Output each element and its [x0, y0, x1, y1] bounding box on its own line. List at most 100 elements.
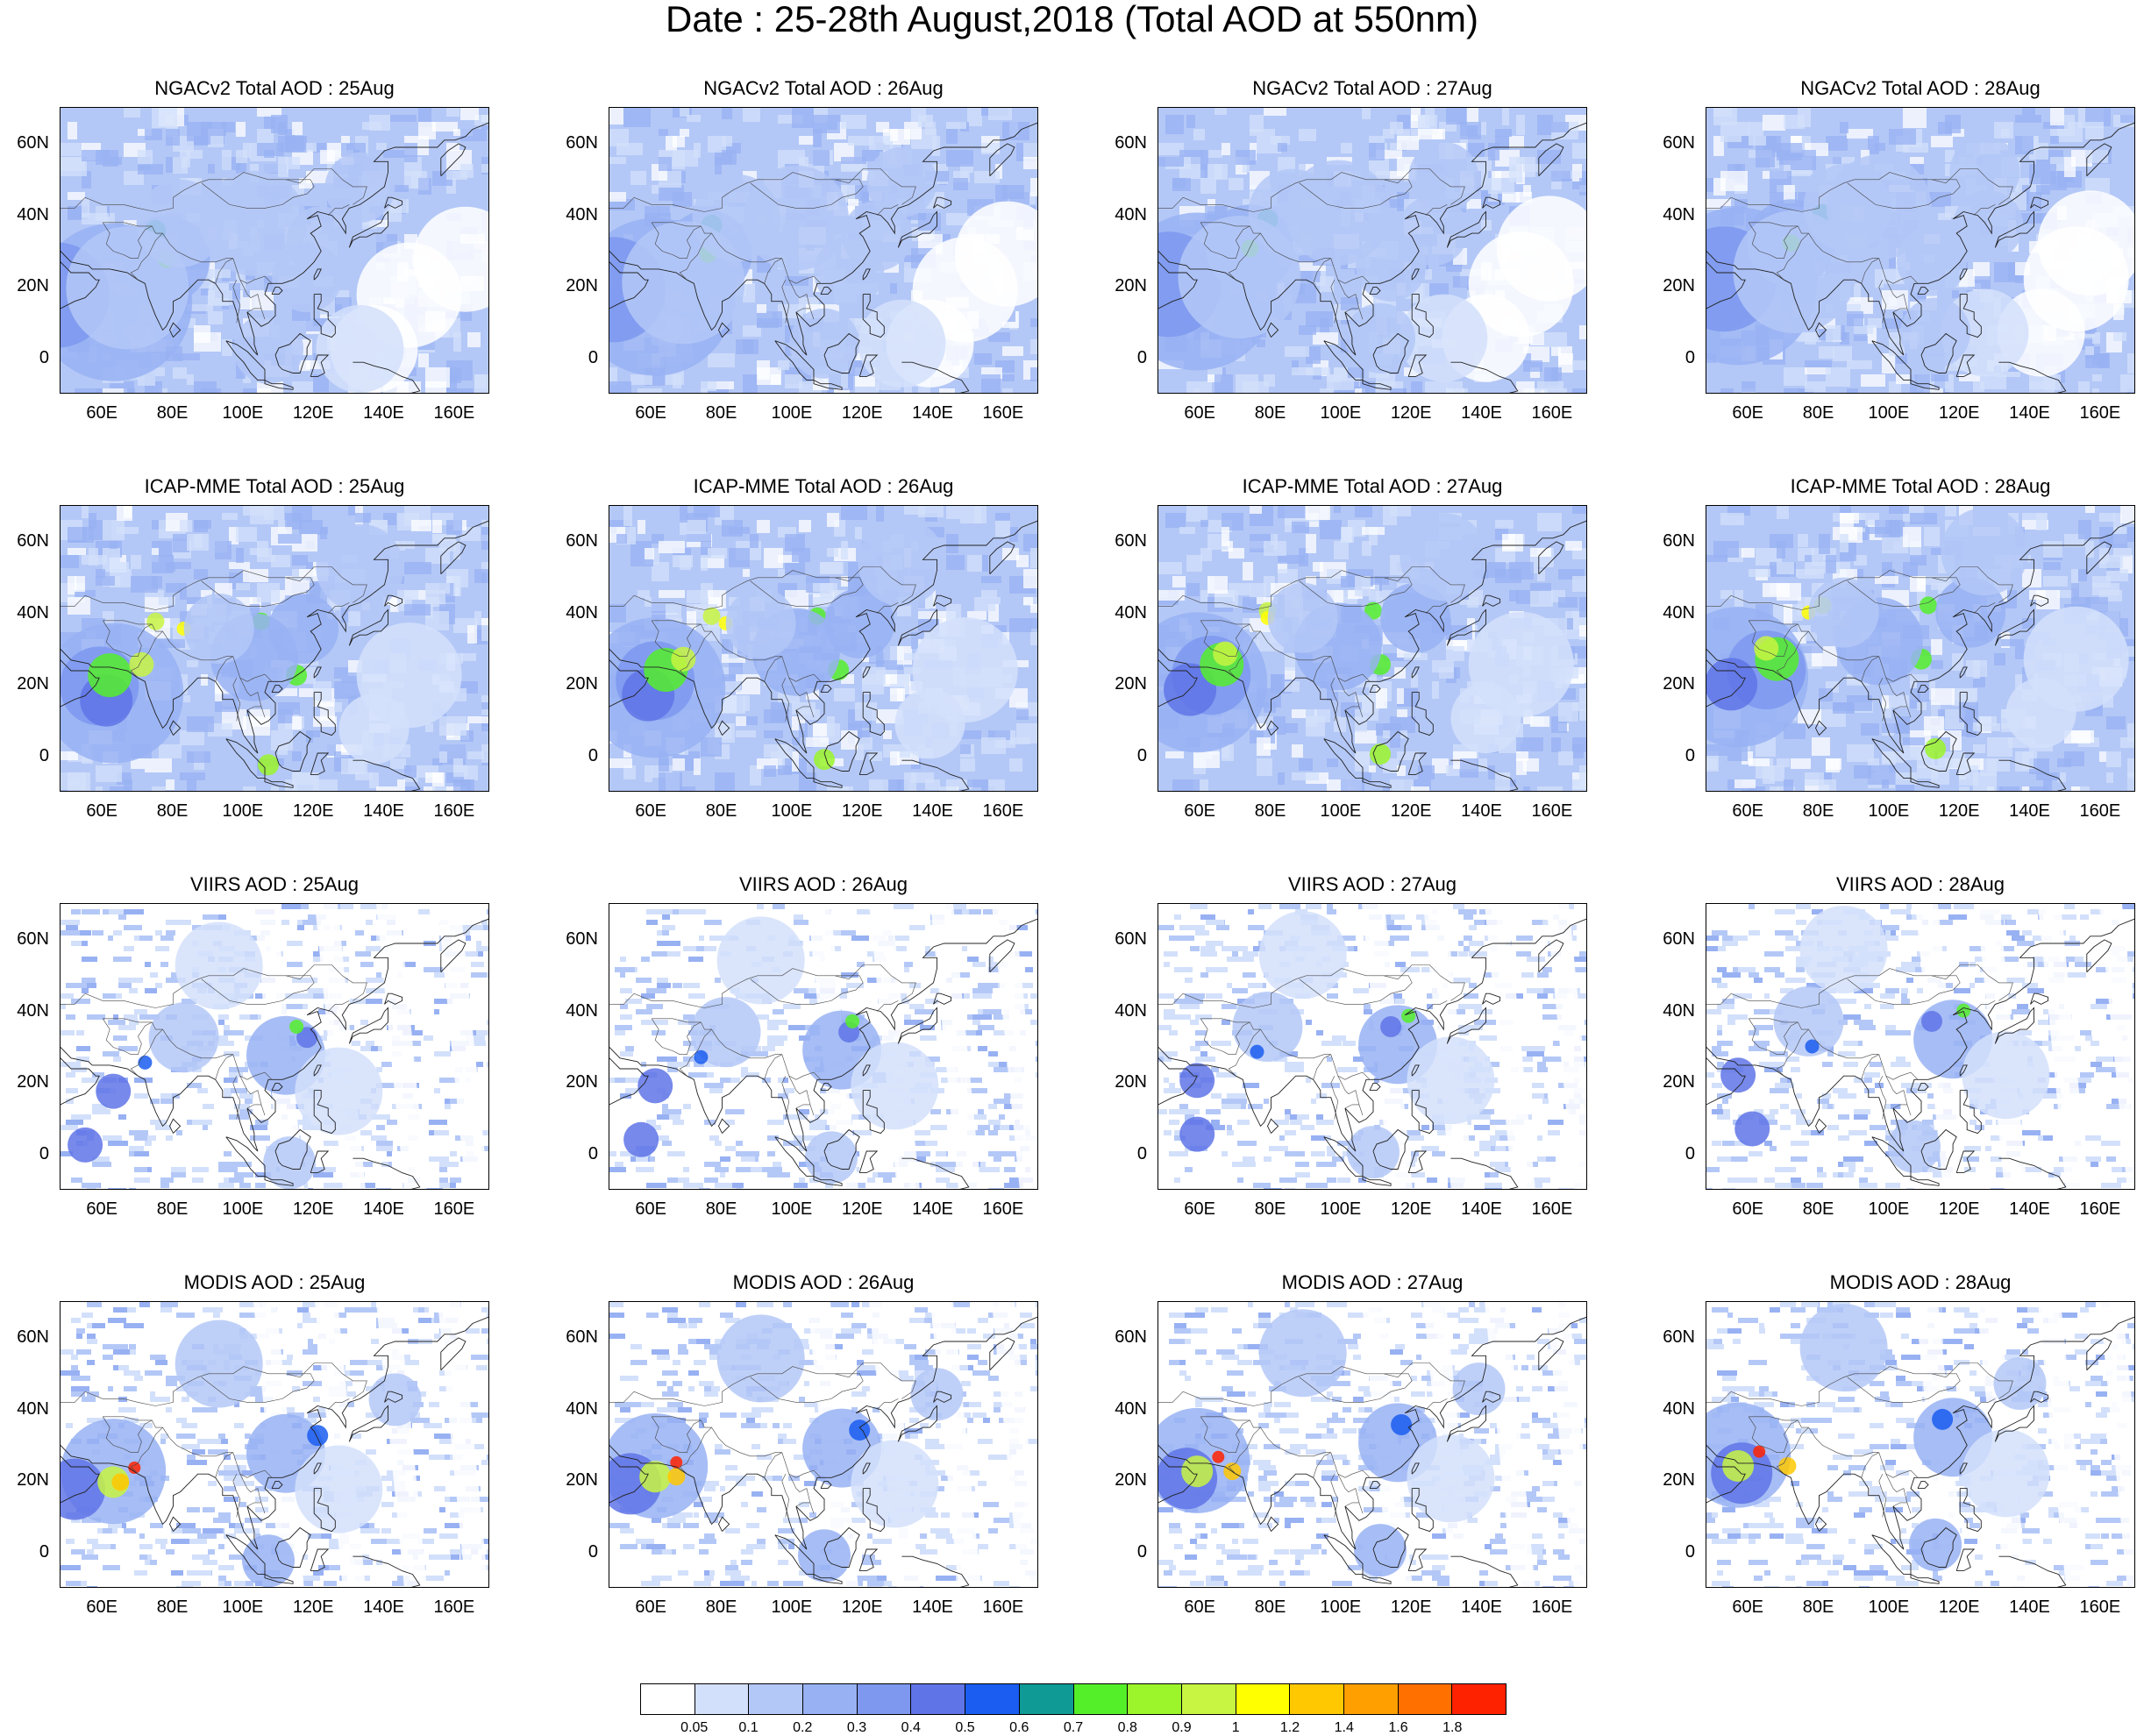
- longitude-label: 120E: [1390, 801, 1432, 821]
- longitude-label: 120E: [1390, 1199, 1432, 1219]
- panel-title: NGACv2 Total AOD : 26Aug: [703, 77, 944, 99]
- latitude-label: 20N: [566, 276, 598, 296]
- longitude-label: 140E: [363, 801, 404, 821]
- longitude-label: 140E: [912, 1199, 953, 1219]
- latitude-label: 20N: [17, 1072, 49, 1092]
- longitude-label: 140E: [2009, 1199, 2050, 1219]
- colorbar-tick-label: 0.7: [1063, 1720, 1084, 1735]
- latitude-label: 0: [39, 1542, 49, 1562]
- panel-title: ICAP-MME Total AOD : 25Aug: [144, 475, 405, 497]
- longitude-label: 80E: [1254, 801, 1286, 821]
- longitude-label: 160E: [982, 1597, 1024, 1617]
- longitude-label: 80E: [156, 801, 189, 821]
- longitude-label: 60E: [1184, 1199, 1215, 1219]
- longitude-label: 160E: [433, 801, 475, 821]
- latitude-label: 60N: [17, 132, 49, 153]
- longitude-label: 160E: [1531, 1199, 1573, 1219]
- aod-map: [1157, 505, 1587, 792]
- longitude-label: 100E: [771, 801, 813, 821]
- longitude-label: 120E: [841, 801, 883, 821]
- colorbar-swatch: [1073, 1684, 1129, 1714]
- latitude-label: 20N: [1115, 276, 1147, 296]
- longitude-label: 140E: [1461, 1597, 1502, 1617]
- aod-map: [1706, 107, 2135, 394]
- longitude-label: 60E: [86, 801, 118, 821]
- map-panel-viirs-4: VIIRS AOD : 28Aug 60N 40N 20N 0 60E 80E 100E 120…: [1646, 873, 2137, 1250]
- latitude-label: 40N: [17, 602, 49, 623]
- longitude-label: 60E: [86, 1199, 118, 1219]
- longitude-label: 100E: [1320, 403, 1362, 423]
- aod-map: [60, 1301, 489, 1588]
- colorbar-swatch: [694, 1684, 750, 1714]
- latitude-label: 60N: [566, 530, 598, 551]
- latitude-label: 60N: [1115, 1327, 1147, 1347]
- latitude-label: 40N: [566, 204, 598, 224]
- longitude-label: 100E: [222, 1597, 264, 1617]
- latitude-label: 20N: [1663, 276, 1695, 296]
- map-panel-ngac-3: NGACv2 Total AOD : 27Aug 60N 40N 20N 0 60E 80E…: [1098, 77, 1589, 454]
- latitude-label: 40N: [1663, 1000, 1695, 1021]
- longitude-label: 120E: [1390, 403, 1432, 423]
- latitude-label: 0: [588, 1542, 598, 1562]
- latitude-label: 60N: [1663, 132, 1695, 153]
- latitude-label: 0: [1136, 1542, 1147, 1562]
- colorbar-tick-label: 1.2: [1279, 1720, 1300, 1735]
- longitude-label: 120E: [841, 1199, 883, 1219]
- latitude-label: 60N: [566, 928, 598, 949]
- latitude-label: 20N: [1663, 674, 1695, 694]
- longitude-label: 80E: [1802, 1199, 1834, 1219]
- colorbar-tick-label: 0.4: [901, 1720, 921, 1735]
- longitude-label: 120E: [841, 403, 883, 423]
- longitude-label: 60E: [635, 801, 666, 821]
- map-panel-icap-4: ICAP-MME Total AOD : 28Aug 60N 40N 20N 0 60E 8…: [1646, 475, 2137, 852]
- latitude-label: 20N: [1663, 1470, 1695, 1491]
- latitude-label: 40N: [1115, 602, 1147, 623]
- longitude-label: 100E: [222, 801, 264, 821]
- colorbar-tick-label: 0.1: [738, 1720, 759, 1735]
- latitude-label: 20N: [17, 276, 49, 296]
- aod-map: [60, 903, 489, 1190]
- longitude-label: 80E: [1802, 1597, 1834, 1617]
- latitude-label: 40N: [17, 1000, 49, 1021]
- longitude-label: 100E: [1320, 1597, 1362, 1617]
- longitude-label: 160E: [2079, 1597, 2121, 1617]
- panel-title: ICAP-MME Total AOD : 27Aug: [1242, 475, 1503, 497]
- colorbar-tick-label: 1.6: [1388, 1720, 1408, 1735]
- latitude-label: 0: [588, 1144, 598, 1164]
- longitude-label: 100E: [222, 1199, 264, 1219]
- longitude-label: 160E: [982, 403, 1024, 423]
- longitude-label: 80E: [156, 403, 189, 423]
- map-panel-ngac-2: NGACv2 Total AOD : 26Aug 60N 40N 20N 0 60E 80E…: [549, 77, 1040, 454]
- panel-title: VIIRS AOD : 25Aug: [190, 873, 359, 895]
- colorbar-swatch: [1019, 1684, 1074, 1714]
- aod-map: [609, 903, 1038, 1190]
- latitude-label: 0: [1685, 348, 1695, 368]
- latitude-label: 40N: [1115, 204, 1147, 224]
- latitude-label: 60N: [1663, 1327, 1695, 1347]
- longitude-label: 60E: [1732, 801, 1763, 821]
- aod-map: [1706, 903, 2135, 1190]
- longitude-label: 160E: [982, 1199, 1024, 1219]
- longitude-label: 80E: [1802, 801, 1834, 821]
- colorbar-swatch: [857, 1684, 912, 1714]
- colorbar-swatch: [749, 1684, 804, 1714]
- longitude-label: 60E: [1184, 801, 1215, 821]
- latitude-label: 60N: [566, 132, 598, 153]
- map-panel-viirs-1: VIIRS AOD : 25Aug 60N 40N 20N 0 60E 80E 100E 120…: [0, 873, 491, 1250]
- latitude-label: 60N: [1663, 928, 1695, 949]
- longitude-label: 100E: [771, 403, 813, 423]
- latitude-label: 20N: [1115, 1470, 1147, 1491]
- latitude-label: 40N: [566, 602, 598, 623]
- longitude-label: 160E: [433, 1199, 475, 1219]
- longitude-label: 160E: [1531, 1597, 1573, 1617]
- latitude-label: 0: [39, 348, 49, 368]
- latitude-label: 0: [588, 746, 598, 766]
- longitude-label: 160E: [2079, 403, 2121, 423]
- panel-title: MODIS AOD : 28Aug: [1829, 1271, 2012, 1293]
- latitude-label: 60N: [1663, 530, 1695, 551]
- longitude-label: 100E: [771, 1597, 813, 1617]
- longitude-label: 80E: [705, 1199, 737, 1219]
- latitude-label: 40N: [17, 204, 49, 224]
- latitude-label: 40N: [1115, 1398, 1147, 1419]
- colorbar: [640, 1683, 1506, 1715]
